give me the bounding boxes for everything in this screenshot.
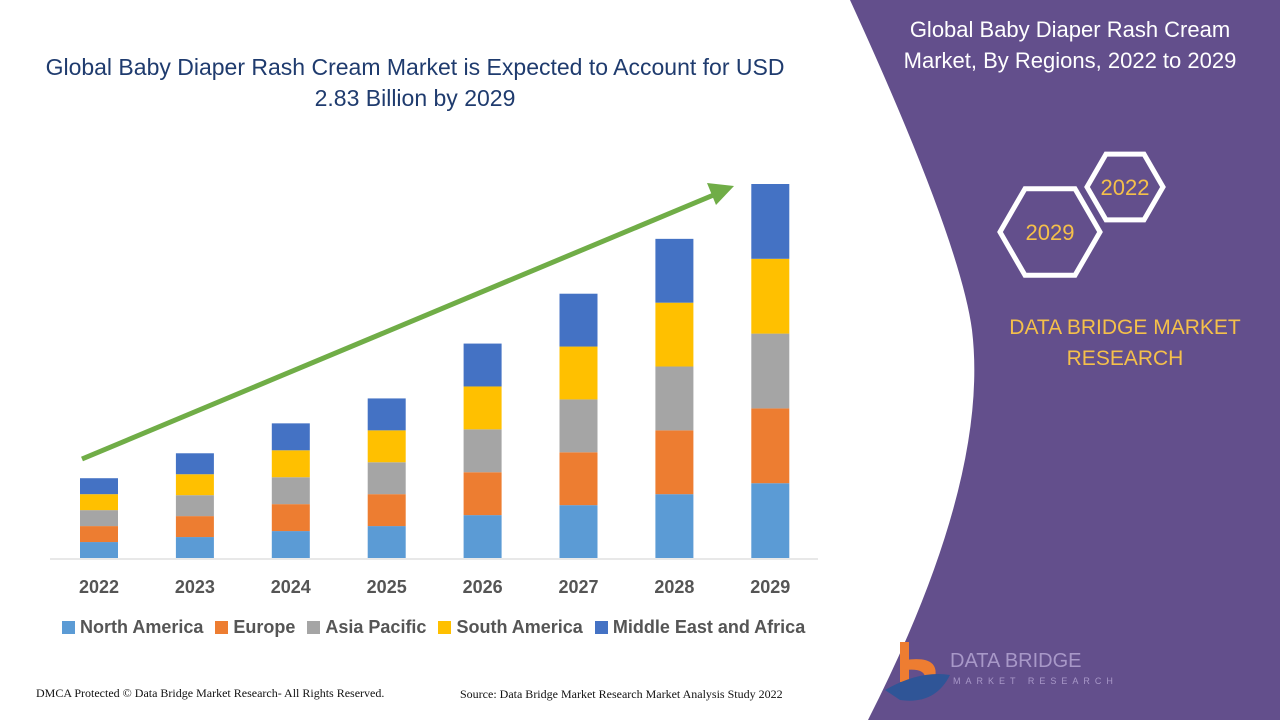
x-tick-label: 2023 xyxy=(175,577,215,597)
bar-segment-2022-middle-east-and-africa xyxy=(80,478,118,495)
x-tick-label: 2022 xyxy=(79,577,119,597)
trend-arrow-head xyxy=(707,183,734,205)
bar-segment-2023-north-america xyxy=(175,537,214,558)
bar-segment-2025-north-america xyxy=(367,526,406,558)
bar-segment-2026-middle-east-and-africa xyxy=(463,343,502,387)
bar-segment-2027-europe xyxy=(559,452,598,506)
bar-segment-2029-north-america xyxy=(751,483,790,558)
legend-swatch xyxy=(62,621,75,634)
hexagon-shape xyxy=(997,186,1103,278)
bar-segment-2028-middle-east-and-africa xyxy=(655,238,694,303)
bar-segment-2028-asia-pacific xyxy=(655,366,694,431)
bar-segment-2025-europe xyxy=(367,494,406,527)
bar-segment-2023-south-america xyxy=(175,474,214,496)
bar-segment-2026-north-america xyxy=(463,515,502,558)
bar-segment-2028-north-america xyxy=(655,494,694,558)
legend-item: South America xyxy=(438,617,583,638)
hexagon-shape xyxy=(1084,151,1166,223)
x-tick-label: 2024 xyxy=(271,577,311,597)
legend-item: Asia Pacific xyxy=(307,617,426,638)
bar-segment-2029-europe xyxy=(751,408,790,484)
bar-segment-2022-north-america xyxy=(80,542,118,558)
bar-segment-2027-middle-east-and-africa xyxy=(559,293,598,347)
bar-segment-2027-south-america xyxy=(559,346,598,400)
bar-segment-2024-middle-east-and-africa xyxy=(271,423,310,451)
legend-item: Middle East and Africa xyxy=(594,617,806,638)
legend: North America Europe Asia Pacific South Ame… xyxy=(62,617,805,638)
bar-segment-2023-asia-pacific xyxy=(175,495,214,517)
x-tick-label: 2026 xyxy=(463,577,503,597)
bar-segment-2023-europe xyxy=(175,516,214,538)
bar-segment-2023-middle-east-and-africa xyxy=(175,453,214,475)
legend-swatch xyxy=(594,621,608,634)
bar-segment-2029-south-america xyxy=(751,258,790,334)
logo-text: DATA BRIDGE xyxy=(950,650,1082,672)
bar-segment-2025-south-america xyxy=(367,430,406,463)
copyright-footer: DMCA Protected © Data Bridge Market Rese… xyxy=(36,686,385,700)
bar-segment-2024-asia-pacific xyxy=(271,477,310,505)
bar-segment-2024-europe xyxy=(271,504,310,532)
side-panel-title: Global Baby Diaper Rash Cream Market, By… xyxy=(903,17,1237,73)
legend-label: Asia Pacific xyxy=(325,617,427,637)
bar-segment-2025-asia-pacific xyxy=(367,462,406,495)
bar-segment-2022-south-america xyxy=(80,494,118,511)
bar-segment-2029-asia-pacific xyxy=(751,333,790,409)
bar-segment-2024-south-america xyxy=(271,450,310,478)
brand-name: DATA BRIDGE MARKET RESEARCH xyxy=(1009,316,1241,370)
bar-segment-2024-north-america xyxy=(271,531,310,558)
legend-label: Middle East and Africa xyxy=(612,617,806,637)
bar-segment-2026-asia-pacific xyxy=(463,429,502,473)
legend-swatch xyxy=(307,621,321,634)
bar-segment-2028-europe xyxy=(655,430,694,495)
legend-label: South America xyxy=(456,617,583,637)
legend-swatch xyxy=(438,621,452,634)
x-tick-label: 2025 xyxy=(367,577,407,597)
x-tick-label: 2028 xyxy=(654,577,694,597)
legend-label: Europe xyxy=(233,617,296,637)
year-hexagons: 2022 2029 xyxy=(997,151,1166,278)
bar-segment-2026-south-america xyxy=(463,386,502,430)
x-tick-label: 2029 xyxy=(750,577,790,597)
legend-item: North America xyxy=(62,617,203,638)
bar-segment-2022-asia-pacific xyxy=(80,510,118,527)
hexagon-year-label: 2022 xyxy=(1101,175,1150,200)
source-footer: Source: Data Bridge Market Research Mark… xyxy=(460,687,783,701)
logo-icon xyxy=(885,642,950,701)
bar-segment-2028-south-america xyxy=(655,302,694,367)
bar-segment-2026-europe xyxy=(463,472,502,516)
chart-title: Global Baby Diaper Rash Cream Market is … xyxy=(45,54,785,111)
legend-item: Europe xyxy=(215,617,295,638)
legend-swatch xyxy=(215,621,229,634)
legend-label: North America xyxy=(80,617,204,637)
side-panel-background xyxy=(850,0,1280,720)
bar-segment-2022-europe xyxy=(80,526,118,543)
logo-subtext: MARKET RESEARCH xyxy=(953,676,1118,686)
x-tick-label: 2027 xyxy=(558,577,598,597)
hexagon-year-label: 2029 xyxy=(1026,220,1075,245)
bar-segment-2027-north-america xyxy=(559,505,598,558)
bar-segment-2027-asia-pacific xyxy=(559,399,598,453)
bar-segment-2025-middle-east-and-africa xyxy=(367,398,406,431)
bar-segment-2029-middle-east-and-africa xyxy=(751,184,790,259)
trend-arrow xyxy=(81,191,717,462)
